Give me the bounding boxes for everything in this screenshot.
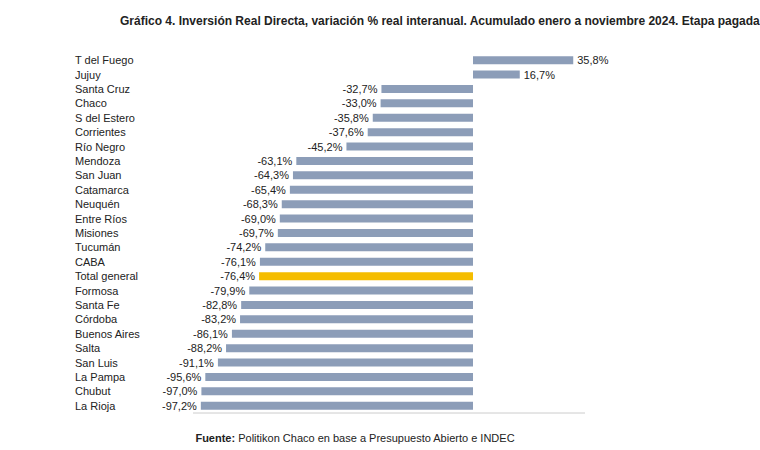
- svg-text:Entre Ríos: Entre Ríos: [75, 213, 127, 225]
- svg-text:Santa Cruz: Santa Cruz: [75, 83, 130, 95]
- svg-text:-63,1%: -63,1%: [257, 155, 292, 167]
- svg-text:35,8%: 35,8%: [577, 54, 608, 66]
- svg-text:Córdoba: Córdoba: [75, 313, 118, 325]
- svg-text:-32,7%: -32,7%: [343, 83, 378, 95]
- svg-text:Formosa: Formosa: [75, 285, 119, 297]
- svg-text:Total general: Total general: [75, 270, 138, 282]
- svg-text:San Luis: San Luis: [75, 357, 118, 369]
- svg-text:S del Estero: S del Estero: [75, 112, 135, 124]
- svg-text:-68,3%: -68,3%: [243, 198, 278, 210]
- svg-text:CABA: CABA: [75, 256, 106, 268]
- svg-text:-45,2%: -45,2%: [308, 141, 343, 153]
- svg-text:Jujuy: Jujuy: [75, 69, 101, 81]
- svg-text:-88,2%: -88,2%: [187, 342, 222, 354]
- svg-text:-97,2%: -97,2%: [162, 400, 197, 412]
- html-text:Fuente: Politikon Chaco en bas: Fuente: Politikon Chaco en base a Presup…: [195, 432, 515, 444]
- svg-text:-35,8%: -35,8%: [334, 112, 369, 124]
- svg-text:-37,6%: -37,6%: [329, 126, 364, 138]
- svg-text:-33,0%: -33,0%: [342, 97, 377, 109]
- svg-text:Neuquén: Neuquén: [75, 198, 120, 210]
- svg-text:La Pampa: La Pampa: [75, 371, 126, 383]
- svg-text:-95,6%: -95,6%: [166, 371, 201, 383]
- svg-text:-69,7%: -69,7%: [239, 227, 274, 239]
- svg-text:-86,1%: -86,1%: [193, 328, 228, 340]
- svg-text:Chubut: Chubut: [75, 385, 110, 397]
- svg-text:Chaco: Chaco: [75, 97, 107, 109]
- svg-text:Corrientes: Corrientes: [75, 126, 126, 138]
- html-text:Gráfico 4. Inversión Real Dire: Gráfico 4. Inversión Real Directa, varia…: [120, 14, 760, 28]
- svg-text:-74,2%: -74,2%: [226, 241, 261, 253]
- svg-text:-76,4%: -76,4%: [220, 270, 255, 282]
- svg-text:-83,2%: -83,2%: [201, 313, 236, 325]
- svg-text:-76,1%: -76,1%: [221, 256, 256, 268]
- svg-text:16,7%: 16,7%: [524, 69, 555, 81]
- svg-text:San Juan: San Juan: [75, 169, 121, 181]
- svg-text:Catamarca: Catamarca: [75, 184, 130, 196]
- svg-text:Mendoza: Mendoza: [75, 155, 121, 167]
- svg-text:T del Fuego: T del Fuego: [75, 54, 134, 66]
- svg-text:-97,0%: -97,0%: [163, 385, 198, 397]
- svg-text:Santa Fe: Santa Fe: [75, 299, 120, 311]
- svg-text:-79,9%: -79,9%: [210, 285, 245, 297]
- svg-text:-69,0%: -69,0%: [241, 213, 276, 225]
- svg-text:Río Negro: Río Negro: [75, 141, 125, 153]
- svg-text:La Rioja: La Rioja: [75, 400, 116, 412]
- svg-text:Salta: Salta: [75, 342, 101, 354]
- svg-text:Misiones: Misiones: [75, 227, 119, 239]
- svg-text:-65,4%: -65,4%: [251, 184, 286, 196]
- svg-text:Buenos Aires: Buenos Aires: [75, 328, 140, 340]
- svg-text:Tucumán: Tucumán: [75, 241, 120, 253]
- svg-text:-64,3%: -64,3%: [254, 169, 289, 181]
- svg-text:-82,8%: -82,8%: [202, 299, 237, 311]
- svg-text:-91,1%: -91,1%: [179, 357, 214, 369]
